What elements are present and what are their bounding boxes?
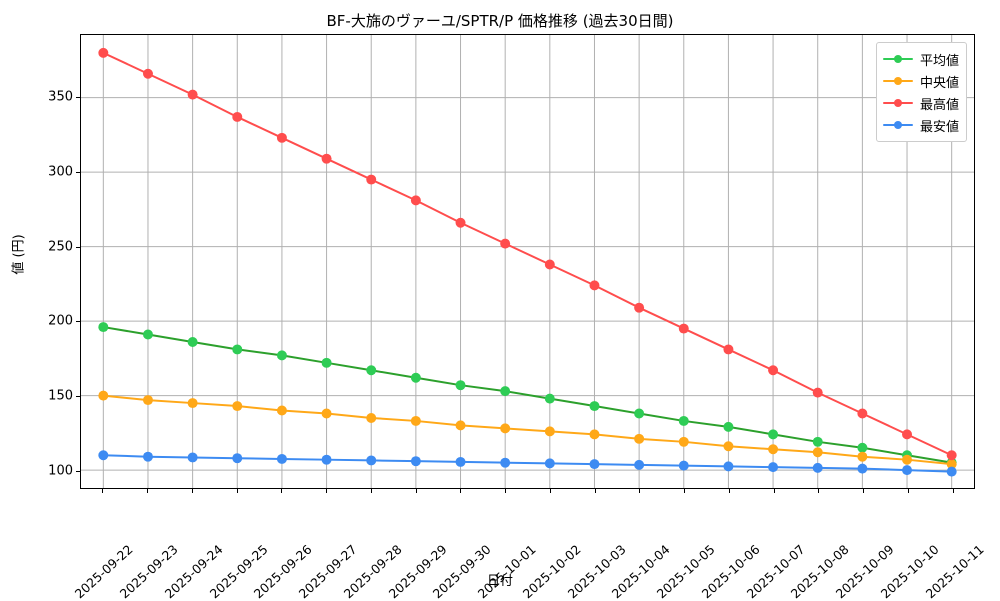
x-axis-tick-labels: 2025-09-22 2025-09-23 2025-09-24 2025-09-25… bbox=[72, 493, 986, 601]
x-tick-mark bbox=[505, 489, 507, 493]
legend-swatch-icon bbox=[882, 52, 913, 66]
series-lines bbox=[98, 47, 957, 477]
series-最安値 bbox=[98, 450, 957, 477]
y-tick-label: 100 bbox=[48, 463, 73, 479]
legend-dot-icon bbox=[893, 99, 902, 107]
y-tick-mark bbox=[76, 321, 80, 323]
legend-swatch-icon bbox=[882, 74, 913, 88]
x-tick-mark bbox=[191, 489, 193, 493]
legend-item-label: 最安値 bbox=[919, 119, 959, 135]
legend-dot-icon bbox=[893, 121, 902, 129]
x-tick-mark bbox=[147, 489, 149, 493]
chart-legend: 平均値中央値最高値最安値 bbox=[875, 42, 967, 142]
x-tick-mark bbox=[102, 489, 104, 493]
x-axis-tick-marks bbox=[80, 489, 975, 493]
legend-item[interactable]: 平均値 bbox=[882, 48, 959, 70]
y-tick-mark bbox=[76, 171, 80, 173]
y-tick-mark bbox=[76, 471, 80, 473]
y-tick-mark bbox=[76, 246, 80, 248]
series-中央値 bbox=[98, 390, 957, 470]
legend-dot-icon bbox=[893, 55, 902, 63]
y-tick-label: 200 bbox=[48, 313, 73, 329]
x-tick-mark bbox=[370, 489, 372, 493]
x-tick-mark bbox=[281, 489, 283, 493]
y-tick-label: 150 bbox=[48, 388, 73, 404]
x-tick-mark bbox=[773, 489, 775, 493]
y-tick-label: 250 bbox=[48, 239, 73, 255]
legend-item[interactable]: 中央値 bbox=[882, 70, 959, 92]
legend-item[interactable]: 最高値 bbox=[882, 92, 959, 114]
legend-item[interactable]: 最安値 bbox=[882, 114, 959, 136]
y-axis-tick-marks bbox=[76, 34, 80, 489]
legend-dot-icon bbox=[893, 77, 902, 85]
y-tick-mark bbox=[76, 396, 80, 398]
x-tick-mark bbox=[460, 489, 462, 493]
legend-swatch-icon bbox=[882, 96, 913, 110]
legend-item-label: 中央値 bbox=[919, 75, 959, 91]
x-tick-mark bbox=[594, 489, 596, 493]
y-tick-mark bbox=[76, 96, 80, 98]
series-平均値 bbox=[98, 322, 957, 468]
x-tick-mark bbox=[818, 489, 820, 493]
x-tick-mark bbox=[415, 489, 417, 493]
chart-title: BF-大旆のヴァーユ/SPTR/P 価格推移 (過去30日間) bbox=[326, 12, 674, 30]
series-最高値 bbox=[98, 47, 957, 461]
x-tick-mark bbox=[728, 489, 730, 493]
legend-item-label: 最高値 bbox=[919, 97, 959, 113]
legend-item-label: 平均値 bbox=[919, 53, 959, 69]
x-tick-mark bbox=[236, 489, 238, 493]
x-tick-mark bbox=[326, 489, 328, 493]
x-axis-title: 日付 bbox=[486, 574, 513, 589]
x-tick-mark bbox=[863, 489, 865, 493]
legend-swatch-icon bbox=[882, 118, 913, 132]
x-tick-mark bbox=[684, 489, 686, 493]
y-tick-label: 300 bbox=[48, 164, 73, 180]
x-tick-mark bbox=[952, 489, 954, 493]
x-tick-mark bbox=[549, 489, 551, 493]
y-tick-label: 350 bbox=[48, 89, 73, 105]
x-tick-mark bbox=[907, 489, 909, 493]
x-tick-mark bbox=[639, 489, 641, 493]
plot-area: 平均値中央値最高値最安値 bbox=[80, 34, 975, 489]
y-axis-tick-labels: 100 150 200 250 300 350 bbox=[20, 34, 73, 489]
